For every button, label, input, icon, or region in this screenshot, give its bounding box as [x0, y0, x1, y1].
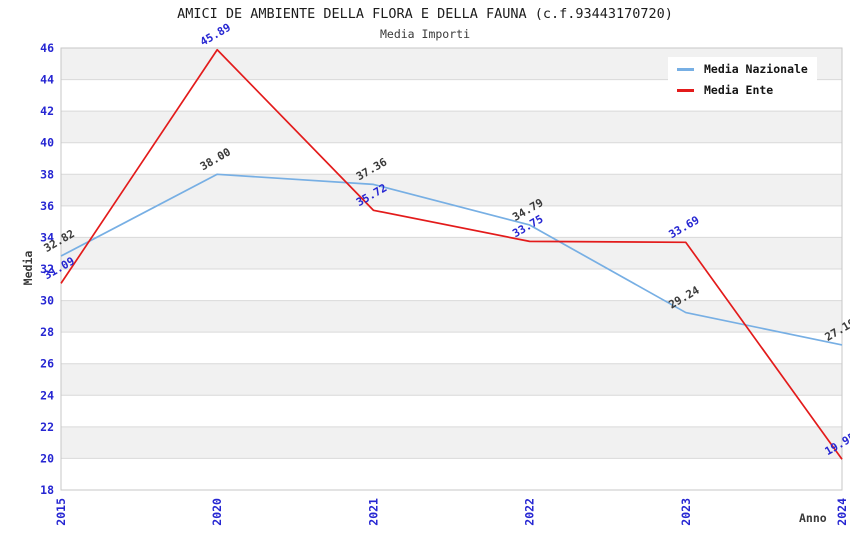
y-tick-label: 42	[40, 104, 54, 118]
plot-band	[61, 111, 842, 143]
y-tick-label: 32	[40, 262, 54, 276]
chart-subtitle: Media Importi	[379, 27, 470, 41]
series-line-media-ente	[60, 48, 843, 460]
y-tick-label: 24	[40, 388, 54, 402]
y-tick-label: 44	[40, 73, 54, 87]
y-tick-label: 38	[40, 167, 54, 181]
point-label: 38.00	[198, 145, 233, 173]
legend-swatch-ente-icon	[677, 88, 694, 92]
plot-band	[61, 300, 842, 333]
plot-band	[61, 237, 842, 269]
y-tick-label: 30	[40, 294, 54, 308]
x-tick-label: 2021	[366, 498, 380, 526]
y-axis-title: Media	[21, 250, 35, 286]
x-tick-label: 2024	[835, 498, 849, 526]
y-tick-label: 28	[40, 325, 54, 339]
legend-label-media-ente: Media Ente	[704, 83, 774, 97]
y-tick-label: 26	[40, 357, 54, 371]
plot-band	[61, 174, 842, 206]
y-tick-label: 40	[40, 136, 54, 150]
x-tick-label: 2015	[54, 498, 68, 526]
legend-item-media-ente: Media Ente	[677, 83, 808, 97]
y-tick-label: 46	[40, 41, 54, 55]
plot-border	[60, 47, 843, 491]
plot-band	[61, 363, 842, 396]
x-tick-label: 2020	[210, 498, 224, 526]
x-tick-label: 2023	[679, 498, 693, 526]
chart-title: AMICI DE AMBIENTE DELLA FLORA E DELLA FA…	[177, 6, 673, 22]
series-line-media-nazionale	[60, 173, 843, 346]
y-tick-label: 20	[40, 451, 54, 465]
y-tick-label: 22	[40, 420, 54, 434]
legend-label-media-nazionale: Media Nazionale	[704, 62, 808, 76]
legend-swatch-nazionale-icon	[677, 67, 694, 71]
point-label: 31.09	[42, 254, 77, 282]
y-tick-label: 36	[40, 199, 54, 213]
plot-band	[61, 426, 842, 459]
legend: Media Nazionale Media Ente	[668, 57, 817, 104]
legend-item-media-nazionale: Media Nazionale	[677, 62, 808, 76]
point-label: 45.89	[198, 21, 233, 49]
x-axis-title: Anno	[799, 511, 827, 525]
y-tick-label: 18	[40, 483, 54, 497]
x-tick-label: 2022	[523, 498, 537, 526]
y-tick-label: 34	[40, 230, 54, 244]
